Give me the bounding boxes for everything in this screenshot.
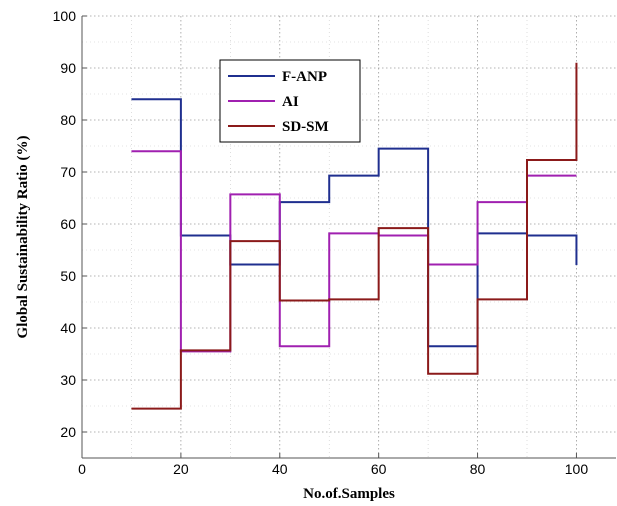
x-tick-label: 20 (173, 461, 189, 477)
x-axis-label: No.of.Samples (303, 486, 395, 502)
y-tick-label: 40 (60, 320, 76, 336)
y-tick-labels: 20 30 40 50 60 70 80 90 100 (53, 8, 77, 440)
x-tick-label: 40 (272, 461, 288, 477)
legend: F-ANP AI SD-SM (219, 59, 361, 143)
y-tick-label: 70 (60, 164, 76, 180)
legend-label: SD-SM (282, 119, 329, 135)
x-tick-labels: 0 20 40 60 80 100 (78, 461, 588, 477)
series-line-sd-sm (131, 62, 578, 410)
x-tick-label: 60 (371, 461, 387, 477)
x-tick-label: 100 (565, 461, 589, 477)
y-tick-label: 100 (53, 8, 77, 24)
legend-label: F-ANP (282, 69, 327, 85)
x-tick-label: 80 (470, 461, 486, 477)
x-tick-label: 0 (78, 461, 86, 477)
series-lines (131, 62, 578, 410)
legend-label: AI (282, 94, 299, 110)
y-tick-label: 50 (60, 268, 76, 284)
axes (81, 15, 616, 459)
y-axis-label: Global Sustainability Ratio (%) (15, 136, 31, 339)
y-tick-label: 80 (60, 112, 76, 128)
y-tick-label: 60 (60, 216, 76, 232)
y-tick-label: 90 (60, 60, 76, 76)
series-line-ai (131, 150, 577, 353)
y-tick-label: 20 (60, 424, 76, 440)
y-tick-label: 30 (60, 372, 76, 388)
